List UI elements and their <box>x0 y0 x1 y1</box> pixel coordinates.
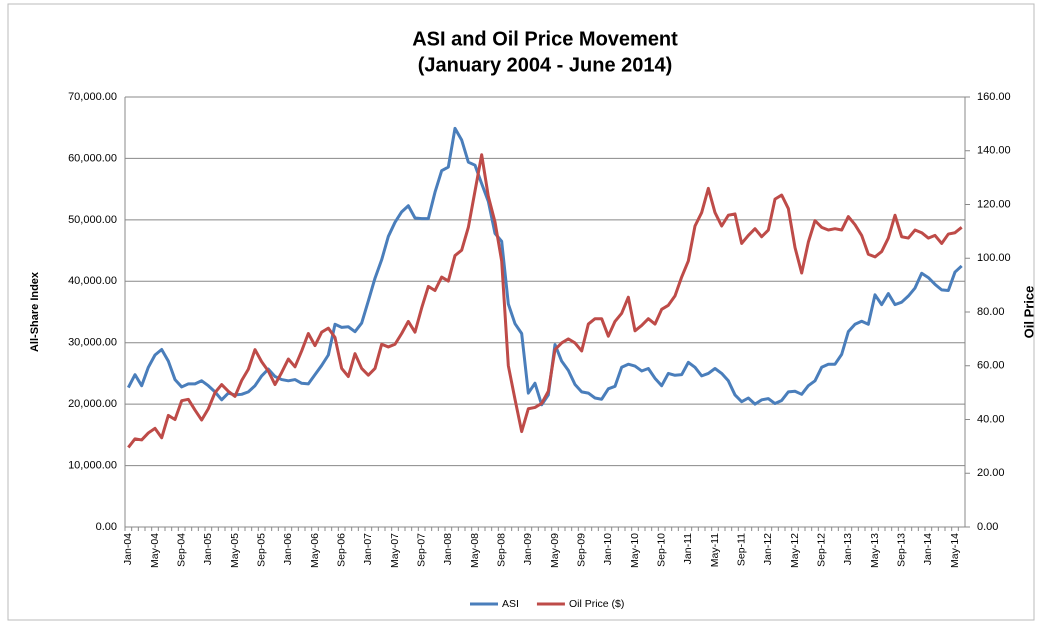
x-tick-label: May-14 <box>949 533 961 568</box>
x-tick-label: Sep-11 <box>735 533 747 566</box>
x-tick-label: May-04 <box>149 533 161 568</box>
x-tick-label: May-13 <box>869 533 881 568</box>
x-tick-label: Sep-08 <box>495 533 507 567</box>
x-tick-label: Jan-08 <box>442 533 454 565</box>
x-tick-label: Jan-04 <box>122 533 134 565</box>
y2-tick-label: 100.00 <box>977 252 1011 264</box>
legend-label: ASI <box>502 598 519 610</box>
x-tick-label: Jan-10 <box>602 533 614 565</box>
chart-title: ASI and Oil Price Movement <box>412 28 678 50</box>
x-tick-label: May-10 <box>629 533 641 568</box>
x-tick-label: Sep-05 <box>255 533 267 567</box>
legend-label: Oil Price ($) <box>569 598 624 610</box>
x-tick-label: Jan-05 <box>202 533 214 565</box>
x-tick-label: Jan-11 <box>682 533 694 564</box>
y2-tick-label: 140.00 <box>977 145 1011 157</box>
y-tick-label: 60,000.00 <box>68 152 117 164</box>
x-tick-label: Sep-12 <box>815 533 827 567</box>
x-tick-label: Sep-06 <box>335 533 347 567</box>
x-tick-label: Sep-04 <box>175 533 187 567</box>
y-tick-label: 0.00 <box>96 521 117 533</box>
y2-tick-label: 80.00 <box>977 306 1005 318</box>
y-axis-title: All-Share Index <box>29 271 41 352</box>
y2-tick-label: 60.00 <box>977 360 1005 372</box>
y2-tick-label: 120.00 <box>977 198 1011 210</box>
y2-tick-label: 160.00 <box>977 91 1011 103</box>
x-tick-label: May-09 <box>549 533 561 568</box>
y-tick-label: 30,000.00 <box>68 337 117 349</box>
x-tick-label: May-11 <box>709 533 721 567</box>
y-tick-label: 50,000.00 <box>68 214 117 226</box>
x-tick-label: May-05 <box>229 533 241 568</box>
chart-subtitle: (January 2004 - June 2014) <box>418 54 673 76</box>
x-tick-label: Sep-10 <box>655 533 667 567</box>
y2-tick-label: 20.00 <box>977 467 1005 479</box>
x-tick-label: Jan-09 <box>522 533 534 565</box>
y2-tick-label: 0.00 <box>977 521 998 533</box>
x-tick-label: May-06 <box>309 533 321 568</box>
x-tick-label: Jan-07 <box>362 533 374 565</box>
x-tick-label: Jan-06 <box>282 533 294 565</box>
x-tick-label: Jan-13 <box>842 533 854 565</box>
x-tick-label: Jan-14 <box>922 533 934 565</box>
x-tick-label: Jan-12 <box>762 533 774 565</box>
series-line <box>127 153 963 449</box>
y2-tick-label: 40.00 <box>977 413 1005 425</box>
y-tick-label: 10,000.00 <box>68 459 117 471</box>
x-tick-label: May-07 <box>389 533 401 568</box>
chart-frame <box>7 3 1035 621</box>
x-tick-label: Sep-07 <box>415 533 427 567</box>
y-tick-label: 20,000.00 <box>68 398 117 410</box>
x-tick-label: Sep-13 <box>895 533 907 567</box>
x-tick-label: May-12 <box>789 533 801 568</box>
y-tick-label: 70,000.00 <box>68 91 117 103</box>
x-tick-label: May-08 <box>469 533 481 568</box>
x-tick-label: Sep-09 <box>575 533 587 567</box>
y-tick-label: 40,000.00 <box>68 275 117 287</box>
y2-axis-title: Oil Price <box>1021 286 1036 339</box>
